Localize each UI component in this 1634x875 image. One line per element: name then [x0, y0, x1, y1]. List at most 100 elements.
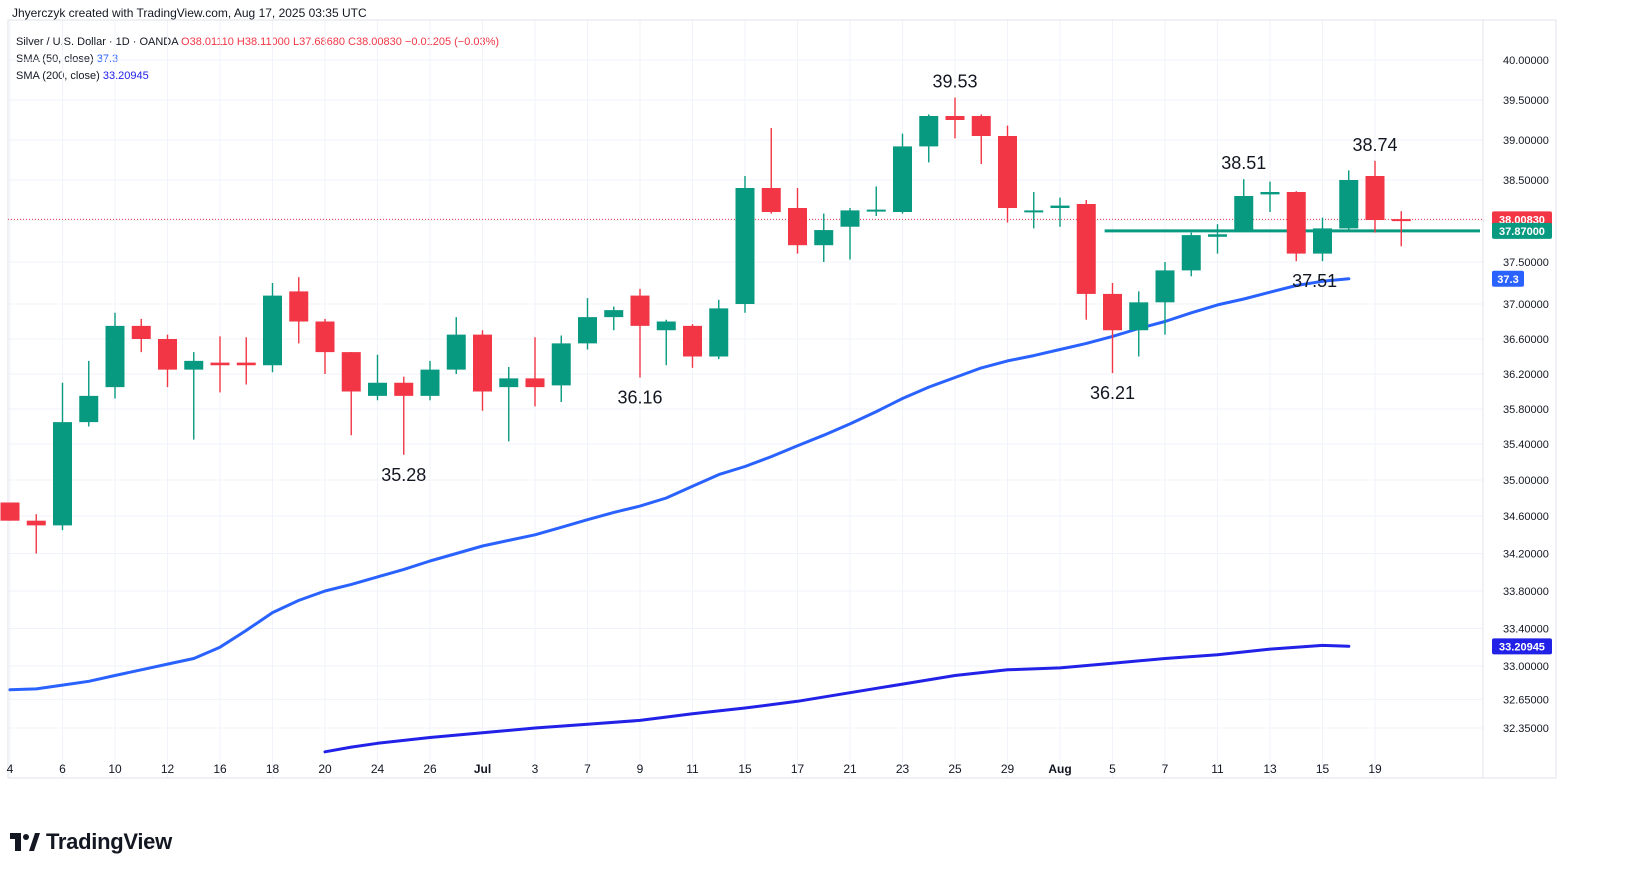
price-tick-label: 33.80000	[1503, 586, 1549, 598]
time-tick-label: 18	[266, 762, 280, 776]
price-tick-label: 38.50000	[1503, 175, 1549, 187]
sma200-label: SMA (200, close)	[16, 70, 100, 82]
candle-body	[1286, 192, 1306, 254]
candle	[499, 367, 519, 442]
time-tick-label: 29	[1001, 762, 1015, 776]
price-tick-label: 32.35000	[1503, 723, 1549, 735]
price-tick-label: 34.60000	[1503, 511, 1549, 523]
candle	[105, 312, 125, 399]
price-axis-badge: 33.20945	[1492, 638, 1552, 655]
candle-body	[1313, 228, 1332, 254]
grid-lines	[8, 20, 1483, 778]
candle-body	[840, 210, 860, 227]
candle-body	[158, 339, 177, 370]
legend-symbol-row[interactable]: Silver / U.S. Dollar · 1D · OANDA O38.01…	[16, 34, 499, 51]
candle	[840, 208, 860, 260]
candle-body	[79, 395, 99, 423]
candle	[79, 360, 99, 427]
chart-legend: Silver / U.S. Dollar · 1D · OANDA O38.01…	[16, 34, 499, 85]
sma50-label: SMA (50, close)	[16, 53, 94, 65]
candle	[1129, 291, 1149, 357]
candles	[0, 97, 1411, 554]
candle-body	[499, 378, 519, 388]
candle-body	[683, 325, 702, 357]
time-tick-label: 26	[423, 762, 437, 776]
candle-body	[473, 334, 492, 392]
candle	[341, 352, 361, 436]
candle-body	[105, 325, 125, 388]
candle-body	[919, 116, 939, 147]
candle-body	[394, 382, 414, 396]
candle	[1208, 224, 1227, 254]
candle-body	[761, 188, 781, 212]
candle-body	[1181, 235, 1201, 271]
price-tick-label: 37.50000	[1503, 257, 1549, 269]
candle	[315, 318, 335, 374]
candle	[158, 334, 177, 388]
brand-name: TradingView	[46, 829, 172, 854]
candle-body	[998, 136, 1017, 208]
candle-body	[1208, 234, 1227, 237]
candle	[210, 336, 230, 393]
candle	[735, 176, 755, 313]
candle	[525, 337, 545, 407]
time-tick-label: Jul	[474, 762, 491, 776]
candle-body	[368, 382, 387, 396]
candle	[131, 318, 151, 353]
price-tick-label: 35.40000	[1503, 439, 1549, 451]
candle	[236, 337, 256, 385]
time-tick-label: 5	[1109, 762, 1116, 776]
candle-body	[630, 295, 650, 326]
candle-body	[1103, 293, 1122, 331]
sma50-series	[8, 277, 1351, 692]
time-tick-label: 11	[1211, 762, 1224, 776]
candle-body	[656, 321, 676, 331]
candle	[53, 382, 72, 531]
candle	[473, 330, 492, 411]
candle-body	[184, 360, 204, 370]
sma200-value: 33.20945	[102, 70, 149, 82]
candle-body	[1024, 210, 1044, 213]
price-chart[interactable]: 35.28 36.16 39.53 36.21 38.51 37.51 38.74 32.3…	[0, 0, 1634, 820]
time-tick-label: 12	[161, 762, 175, 776]
candle	[289, 277, 309, 344]
candle-body	[1234, 196, 1254, 231]
candle	[551, 335, 571, 402]
time-tick-label: 10	[108, 762, 122, 776]
tradingview-logo-icon	[10, 833, 40, 851]
time-tick-label: 3	[532, 762, 539, 776]
time-tick-label: 16	[213, 762, 227, 776]
time-tick-label: 7	[584, 762, 591, 776]
candle	[1339, 170, 1359, 231]
ohlc-values: O38.01110 H38.11000 L37.68680 C38.00830 …	[181, 36, 500, 48]
price-badge-text: 37.3	[1497, 274, 1518, 286]
candle-body	[446, 334, 466, 370]
tradingview-logo[interactable]: TradingView	[10, 827, 172, 857]
candle-body	[263, 295, 282, 366]
time-tick-label: Aug	[1048, 762, 1071, 776]
candle-body	[1391, 219, 1411, 222]
candle	[630, 288, 650, 378]
candle	[709, 299, 729, 360]
time-tick-label: 6	[59, 762, 66, 776]
axes	[7, 19, 1557, 779]
price-badge-bg	[1492, 270, 1524, 287]
price-annotation: 39.53	[932, 72, 977, 92]
candle-body	[709, 308, 729, 357]
time-tick-label: 25	[948, 762, 962, 776]
price-tick-label: 35.80000	[1503, 404, 1549, 416]
time-tick-label: 11	[686, 762, 699, 776]
candle-body	[578, 317, 597, 344]
chart-attribution: Jhyerczyk created with TradingView.com, …	[12, 6, 367, 20]
candle	[761, 128, 781, 214]
time-tick-label: 21	[843, 762, 857, 776]
candle	[788, 188, 807, 254]
price-tick-label: 40.00000	[1503, 55, 1549, 67]
candle-body	[893, 146, 912, 212]
legend-sma50-row[interactable]: SMA (50, close) 37.3	[16, 51, 499, 68]
legend-sma200-row[interactable]: SMA (200, close) 33.20945	[16, 68, 499, 85]
candle	[0, 502, 20, 521]
candle-body	[735, 188, 755, 304]
price-annotation: 38.74	[1352, 135, 1397, 155]
candle	[814, 213, 834, 262]
